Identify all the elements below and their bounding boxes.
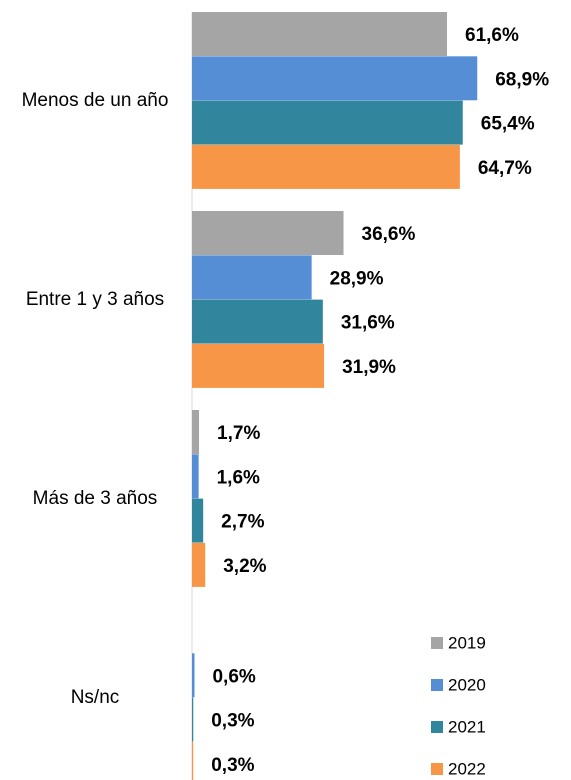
bar (192, 741, 194, 780)
bar (192, 100, 463, 145)
bar (192, 299, 323, 344)
category-label: Ns/nc (70, 686, 120, 708)
bar (192, 653, 195, 698)
bar (192, 12, 448, 56)
data-label: 61,6% (465, 25, 519, 46)
bar (192, 255, 312, 300)
legend-swatch (431, 763, 443, 775)
category-label: Entre 1 y 3 años (25, 288, 165, 310)
bar (192, 542, 206, 587)
legend-label: 2021 (448, 717, 486, 736)
bar (192, 144, 460, 189)
data-label: 1,6% (217, 467, 260, 488)
bar (192, 343, 325, 388)
bar (192, 697, 194, 742)
legend-swatch (431, 679, 443, 691)
bar (192, 454, 199, 499)
bar (192, 56, 478, 101)
legend-label: 2022 (448, 759, 486, 778)
legend-label: 2020 (448, 675, 486, 694)
legend-swatch (431, 637, 443, 649)
data-label: 31,6% (341, 313, 395, 334)
category-label: Más de 3 años (32, 487, 158, 509)
data-label: 64,7% (478, 158, 532, 179)
data-label: 0,3% (211, 755, 254, 776)
data-label: 2,7% (221, 512, 264, 533)
data-label: 0,3% (211, 711, 254, 732)
data-label: 28,9% (330, 268, 384, 289)
legend-swatch (431, 721, 443, 733)
data-label: 31,9% (342, 357, 396, 378)
data-label: 65,4% (481, 114, 535, 135)
data-label: 3,2% (223, 556, 266, 577)
category-label: Menos de un año (21, 89, 169, 111)
bar (192, 211, 344, 255)
legend-label: 2019 (448, 633, 486, 652)
data-label: 1,7% (217, 423, 260, 444)
bar (192, 498, 204, 543)
data-label: 36,6% (362, 224, 416, 245)
data-label: 68,9% (495, 69, 549, 90)
bar (192, 410, 200, 454)
data-label: 0,6% (212, 666, 255, 687)
